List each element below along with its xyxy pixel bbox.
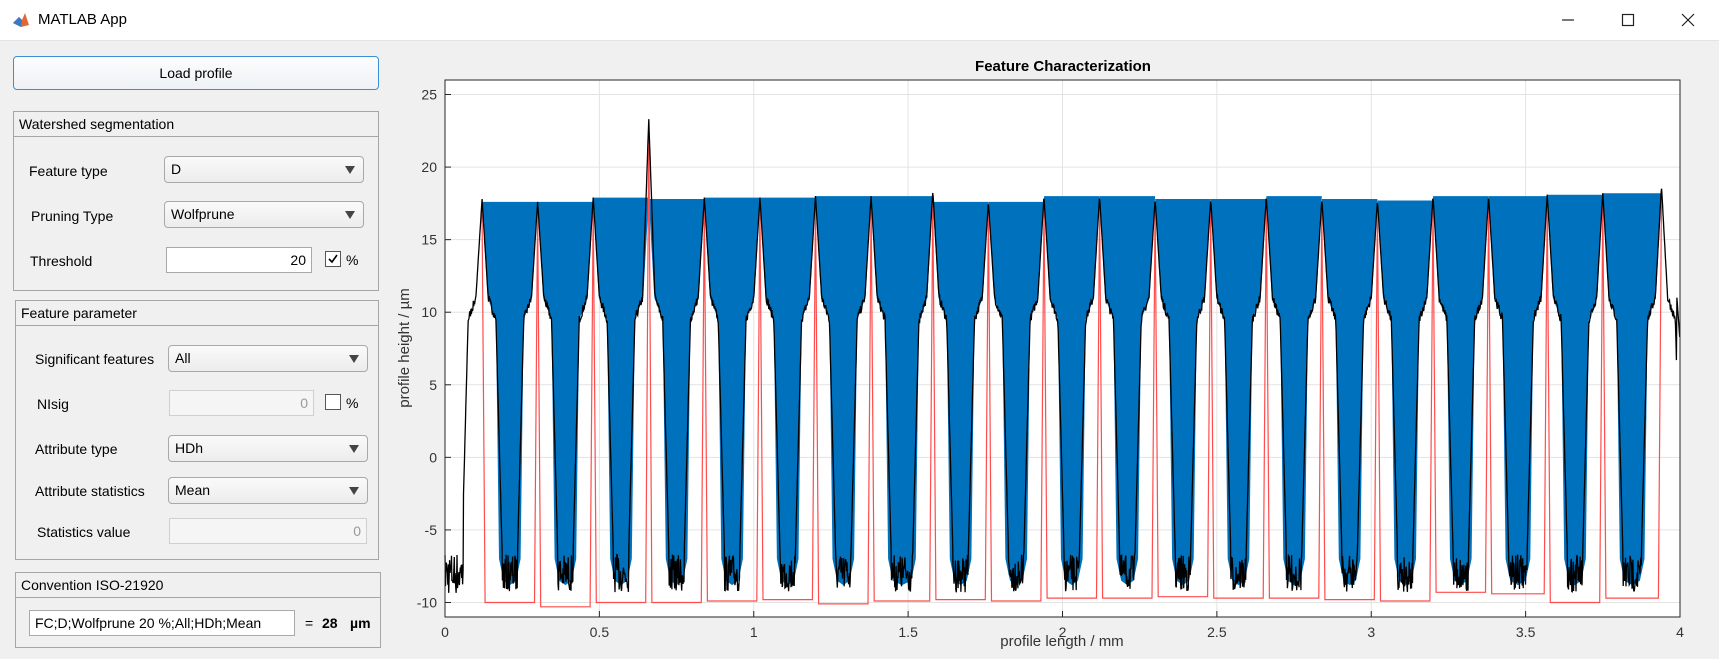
maximize-icon[interactable] [1600, 0, 1656, 40]
panel-title: Watershed segmentation [14, 112, 378, 137]
chart-title: Feature Characterization [975, 58, 1151, 75]
feature-outline-path [481, 126, 1663, 608]
x-tick-label: 3 [1367, 624, 1375, 640]
pruning-type-value: Wolfprune [171, 206, 235, 222]
feature-fill-region [537, 201, 594, 586]
feature-fill-region [1044, 196, 1100, 586]
matlab-logo-icon [13, 13, 29, 27]
convention-panel: Convention ISO-21920 FC;D;Wolfprune 20 %… [15, 572, 381, 648]
chevron-down-icon [349, 487, 359, 495]
y-tick-label: 15 [421, 232, 437, 248]
feature-fill-region [1210, 199, 1267, 586]
window-title: MATLAB App [38, 11, 127, 28]
y-tick-label: 25 [421, 87, 437, 103]
y-axis-label: profile height / µm [396, 288, 413, 408]
x-tick-label: 1.5 [898, 624, 918, 640]
feature-fill-region [871, 196, 933, 586]
feature-fill-region [482, 201, 538, 586]
x-tick-label: 2.5 [1207, 624, 1227, 640]
chevron-down-icon [345, 166, 355, 174]
feature-fill-region [648, 199, 705, 586]
result-value: 28 [322, 615, 338, 631]
statistics-value-field[interactable]: 0 [169, 518, 367, 544]
panel-title: Feature parameter [16, 301, 378, 326]
result-unit: µm [350, 615, 371, 631]
pruning-type-dropdown[interactable]: Wolfprune [164, 201, 364, 228]
x-tick-label: 1 [750, 624, 758, 640]
chevron-down-icon [349, 445, 359, 453]
statistics-value-label: Statistics value [37, 524, 131, 540]
y-tick-label: 20 [421, 159, 437, 175]
nisig-percent-checkbox[interactable] [325, 394, 341, 410]
x-tick-label: 2 [1059, 624, 1067, 640]
y-tick-label: 10 [421, 304, 437, 320]
significant-features-dropdown[interactable]: All [168, 345, 368, 372]
attribute-statistics-value: Mean [175, 482, 211, 498]
threshold-input[interactable]: 20 [166, 247, 312, 273]
chart-svg: Feature Characterization 0 0.5 1 1.5 2 2.5 3 3.… [396, 58, 1684, 650]
feature-fill-region [1433, 196, 1489, 586]
y-tick-label: -10 [417, 594, 437, 610]
close-icon[interactable] [1660, 0, 1716, 40]
threshold-percent-checkbox[interactable] [325, 251, 341, 267]
feature-fill-region [1266, 196, 1322, 586]
chevron-down-icon [349, 355, 359, 363]
profile-line [444, 119, 1681, 593]
watershed-segmentation-panel: Watershed segmentation Feature type D Pr… [13, 111, 379, 291]
x-tick-label: 0.5 [590, 624, 610, 640]
convention-string-field[interactable]: FC;D;Wolfprune 20 %;All;HDh;Mean [29, 610, 295, 636]
feature-type-dropdown[interactable]: D [164, 156, 364, 183]
y-tick-label: -5 [425, 522, 438, 538]
attribute-type-dropdown[interactable]: HDh [168, 435, 368, 462]
feature-type-label: Feature type [29, 163, 108, 179]
feature-fill-region [815, 196, 872, 586]
feature-fill-region [988, 201, 1044, 586]
feature-outline [481, 126, 1663, 608]
feature-fill-region [704, 197, 760, 586]
feature-fill-region [1547, 194, 1603, 586]
feature-fills [482, 193, 1662, 586]
title-bar: MATLAB App [0, 0, 1719, 41]
attribute-type-label: Attribute type [35, 441, 118, 457]
feature-fill-region [1321, 199, 1378, 586]
y-tick-labels: -10 -5 0 5 10 15 20 25 [417, 87, 437, 611]
feature-fill-region [1155, 199, 1211, 586]
x-tick-label: 3.5 [1516, 624, 1536, 640]
feature-fill-region [1602, 193, 1662, 586]
chevron-down-icon [345, 211, 355, 219]
feature-parameter-panel: Feature parameter Significant features A… [15, 300, 379, 560]
threshold-label: Threshold [30, 253, 93, 269]
checkmark-icon [328, 254, 338, 264]
attribute-statistics-label: Attribute statistics [35, 483, 145, 499]
y-tick-label: 0 [429, 449, 437, 465]
significant-features-value: All [175, 350, 191, 366]
pruning-type-label: Pruning Type [31, 208, 114, 224]
feature-type-value: D [171, 161, 182, 177]
equals-sign: = [305, 615, 314, 631]
significant-features-label: Significant features [35, 351, 155, 367]
y-tick-label: 5 [429, 377, 437, 393]
threshold-percent-label: % [346, 252, 359, 268]
x-tick-label: 0 [441, 624, 449, 640]
x-tick-labels: 0 0.5 1 1.5 2 2.5 3 3.5 4 [441, 624, 1684, 640]
attribute-type-value: HDh [175, 440, 204, 456]
feature-fill-region [932, 201, 989, 586]
panel-title: Convention ISO-21920 [16, 573, 380, 598]
plot-frame [444, 79, 1681, 618]
load-profile-button[interactable]: Load profile [13, 56, 379, 90]
feature-fill-region [759, 197, 816, 586]
x-axis-label: profile length / mm [1000, 633, 1123, 650]
feature-fill-region [1377, 200, 1433, 586]
attribute-statistics-dropdown[interactable]: Mean [168, 477, 368, 504]
profile-line-group [444, 119, 1681, 593]
nisig-percent-label: % [346, 395, 359, 411]
feature-characterization-chart: Feature Characterization 0 0.5 1 1.5 2 2.5 3 3.… [385, 48, 1715, 654]
feature-fill-region [1488, 196, 1548, 586]
feature-fill-region [1099, 196, 1156, 586]
nisig-input[interactable]: 0 [169, 390, 314, 416]
feature-fill-region [593, 197, 649, 586]
nisig-label: NIsig [37, 396, 69, 412]
x-tick-label: 4 [1676, 624, 1684, 640]
minimize-icon[interactable] [1540, 0, 1596, 40]
